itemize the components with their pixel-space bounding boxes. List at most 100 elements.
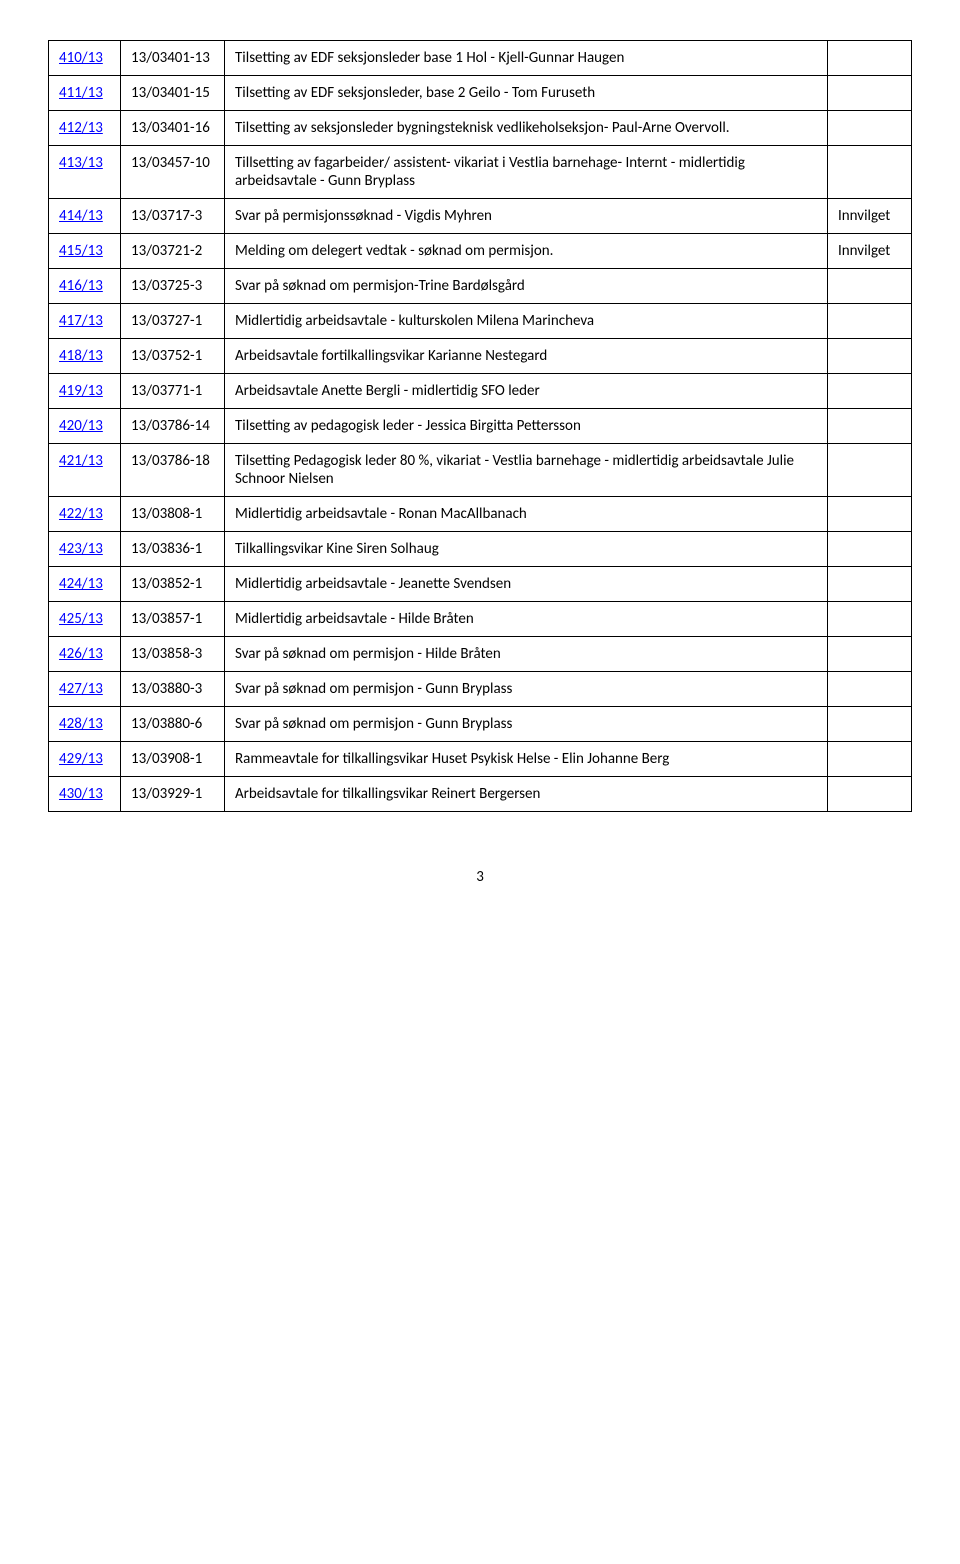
case-id-link[interactable]: 421/13 — [59, 452, 103, 470]
description-cell: Tilkallingsvikar Kine Siren Solhaug — [225, 532, 828, 567]
table-row: 430/13 13/03929-1Arbeidsavtale for tilkal… — [49, 777, 912, 812]
document-table: 410/13 13/03401-13Tilsetting av EDF seksj… — [48, 40, 912, 812]
case-id-link[interactable]: 414/13 — [59, 207, 103, 225]
reference-cell: 13/03727-1 — [121, 304, 225, 339]
status-cell — [828, 269, 912, 304]
status-cell — [828, 497, 912, 532]
status-cell — [828, 111, 912, 146]
description-cell: Arbeidsavtale for tilkallingsvikar Reine… — [225, 777, 828, 812]
case-id-link[interactable]: 415/13 — [59, 242, 103, 260]
status-cell — [828, 409, 912, 444]
case-id-link[interactable]: 410/13 — [59, 49, 103, 67]
case-id-link[interactable]: 417/13 — [59, 312, 103, 330]
table-row: 420/13 13/03786-14Tilsetting av pedagogis… — [49, 409, 912, 444]
status-cell — [828, 444, 912, 497]
description-cell: Melding om delegert vedtak - søknad om p… — [225, 234, 828, 269]
status-cell — [828, 602, 912, 637]
description-cell: Tillsetting av fagarbeider/ assistent- v… — [225, 146, 828, 199]
reference-cell: 13/03808-1 — [121, 497, 225, 532]
reference-cell: 13/03852-1 — [121, 567, 225, 602]
status-cell — [828, 41, 912, 76]
table-row: 413/13 13/03457-10Tillsetting av fagarbei… — [49, 146, 912, 199]
description-cell: Midlertidig arbeidsavtale - kulturskolen… — [225, 304, 828, 339]
case-id-link[interactable]: 424/13 — [59, 575, 103, 593]
case-id-link[interactable]: 422/13 — [59, 505, 103, 523]
reference-cell: 13/03786-18 — [121, 444, 225, 497]
reference-cell: 13/03771-1 — [121, 374, 225, 409]
page-number: 3 — [48, 868, 912, 886]
description-cell: Midlertidig arbeidsavtale - Jeanette Sve… — [225, 567, 828, 602]
case-id-link[interactable]: 423/13 — [59, 540, 103, 558]
description-cell: Arbeidsavtale fortilkallingsvikar Karian… — [225, 339, 828, 374]
description-cell: Rammeavtale for tilkallingsvikar Huset P… — [225, 742, 828, 777]
table-row: 414/1313/03717-3Svar på permisjonssøknad… — [49, 199, 912, 234]
case-id-link[interactable]: 429/13 — [59, 750, 103, 768]
table-row: 422/13 13/03808-1Midlertidig arbeidsavtal… — [49, 497, 912, 532]
case-id-link[interactable]: 419/13 — [59, 382, 103, 400]
reference-cell: 13/03401-13 — [121, 41, 225, 76]
case-id-link[interactable]: 413/13 — [59, 154, 103, 172]
case-id-link[interactable]: 416/13 — [59, 277, 103, 295]
reference-cell: 13/03717-3 — [121, 199, 225, 234]
description-cell: Tilsetting Pedagogisk leder 80 %, vikari… — [225, 444, 828, 497]
description-cell: Tilsetting av EDF seksjonsleder base 1 H… — [225, 41, 828, 76]
reference-cell: 13/03725-3 — [121, 269, 225, 304]
status-cell — [828, 76, 912, 111]
table-row: 423/13 13/03836-1Tilkallingsvikar Kine Si… — [49, 532, 912, 567]
status-cell — [828, 707, 912, 742]
reference-cell: 13/03721-2 — [121, 234, 225, 269]
case-id-link[interactable]: 425/13 — [59, 610, 103, 628]
status-cell — [828, 672, 912, 707]
status-cell — [828, 339, 912, 374]
table-row: 412/1313/03401-16Tilsetting av seksjonsl… — [49, 111, 912, 146]
description-cell: Midlertidig arbeidsavtale - Hilde Bråten — [225, 602, 828, 637]
case-id-link[interactable]: 412/13 — [59, 119, 103, 137]
status-cell — [828, 532, 912, 567]
table-row: 426/13 13/03858-3Svar på søknad om permis… — [49, 637, 912, 672]
reference-cell: 13/03929-1 — [121, 777, 225, 812]
description-cell: Midlertidig arbeidsavtale - Ronan MacAll… — [225, 497, 828, 532]
description-cell: Tilsetting av seksjonsleder bygningstekn… — [225, 111, 828, 146]
case-id-link[interactable]: 420/13 — [59, 417, 103, 435]
table-row: 427/1313/03880-3Svar på søknad om permis… — [49, 672, 912, 707]
status-cell: Innvilget — [828, 234, 912, 269]
reference-cell: 13/03752-1 — [121, 339, 225, 374]
status-cell — [828, 374, 912, 409]
description-cell: Svar på søknad om permisjon - Gunn Brypl… — [225, 707, 828, 742]
status-cell — [828, 742, 912, 777]
table-row: 411/13 13/03401-15Tilsetting av EDF seksj… — [49, 76, 912, 111]
status-cell — [828, 777, 912, 812]
reference-cell: 13/03857-1 — [121, 602, 225, 637]
reference-cell: 13/03858-3 — [121, 637, 225, 672]
description-cell: Svar på søknad om permisjon - Gunn Brypl… — [225, 672, 828, 707]
description-cell: Svar på søknad om permisjon-Trine Bardøl… — [225, 269, 828, 304]
table-row: 429/1313/03908-1Rammeavtale for tilkalli… — [49, 742, 912, 777]
status-cell — [828, 637, 912, 672]
table-row: 415/13 13/03721-2Melding om delegert vedt… — [49, 234, 912, 269]
case-id-link[interactable]: 427/13 — [59, 680, 103, 698]
reference-cell: 13/03786-14 — [121, 409, 225, 444]
status-cell: Innvilget — [828, 199, 912, 234]
table-row: 428/1313/03880-6Svar på søknad om permis… — [49, 707, 912, 742]
case-id-link[interactable]: 418/13 — [59, 347, 103, 365]
table-row: 410/13 13/03401-13Tilsetting av EDF seksj… — [49, 41, 912, 76]
table-row: 425/13 13/03857-1Midlertidig arbeidsavtal… — [49, 602, 912, 637]
description-cell: Svar på søknad om permisjon - Hilde Bråt… — [225, 637, 828, 672]
case-id-link[interactable]: 430/13 — [59, 785, 103, 803]
reference-cell: 13/03401-15 — [121, 76, 225, 111]
description-cell: Arbeidsavtale Anette Bergli - midlertidi… — [225, 374, 828, 409]
case-id-link[interactable]: 411/13 — [59, 84, 103, 102]
case-id-link[interactable]: 428/13 — [59, 715, 103, 733]
table-row: 418/13 13/03752-1Arbeidsavtale fortilkall… — [49, 339, 912, 374]
reference-cell: 13/03836-1 — [121, 532, 225, 567]
case-id-link[interactable]: 426/13 — [59, 645, 103, 663]
status-cell — [828, 146, 912, 199]
status-cell — [828, 567, 912, 602]
table-row: 416/13 13/03725-3Svar på søknad om permis… — [49, 269, 912, 304]
description-cell: Tilsetting av pedagogisk leder - Jessica… — [225, 409, 828, 444]
reference-cell: 13/03457-10 — [121, 146, 225, 199]
table-row: 417/13 13/03727-1Midlertidig arbeidsavtal… — [49, 304, 912, 339]
table-row: 421/13 13/03786-18Tilsetting Pedagogisk l… — [49, 444, 912, 497]
table-row: 424/13 13/03852-1Midlertidig arbeidsavtal… — [49, 567, 912, 602]
description-cell: Tilsetting av EDF seksjonsleder, base 2 … — [225, 76, 828, 111]
